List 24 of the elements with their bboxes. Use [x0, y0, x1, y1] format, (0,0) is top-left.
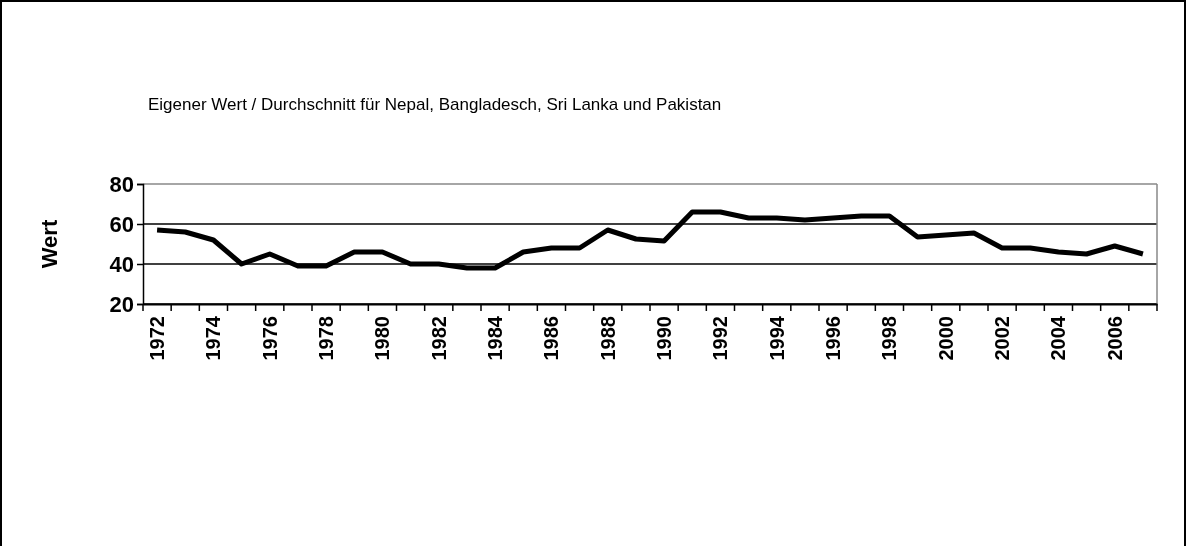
x-tick-label: 1984	[484, 315, 507, 361]
x-tick-label: 1986	[540, 316, 563, 361]
y-tick-label: 80	[109, 171, 134, 197]
x-tick-label: 2004	[1047, 315, 1070, 361]
x-tick-label: 1982	[427, 316, 450, 361]
x-tick-label: 1972	[146, 316, 169, 361]
x-tick-label: 1978	[315, 316, 338, 361]
x-tick-label: 1990	[653, 316, 676, 361]
x-tick-label: 2006	[1103, 316, 1126, 361]
x-tick-label: 1996	[822, 316, 845, 361]
x-tick-label: 2002	[991, 316, 1014, 361]
x-tick-label: 2000	[934, 316, 957, 361]
x-tick-label: 1980	[371, 316, 394, 361]
x-tick-label: 1998	[878, 316, 901, 361]
y-tick-label: 60	[109, 211, 134, 237]
y-tick-label: 20	[109, 291, 134, 317]
x-tick-label: 1974	[202, 315, 225, 361]
y-axis-title: Wert	[37, 219, 62, 269]
x-tick-label: 1992	[709, 316, 732, 361]
chart-title: Eigener Wert / Durchschnitt für Nepal, Bangladesch, Sri Lanka und Pakistan	[148, 95, 722, 114]
x-tick-label: 1988	[596, 316, 619, 361]
x-tick-label: 1994	[765, 315, 788, 361]
y-tick-label: 40	[109, 251, 134, 277]
x-tick-label: 1976	[258, 316, 281, 361]
